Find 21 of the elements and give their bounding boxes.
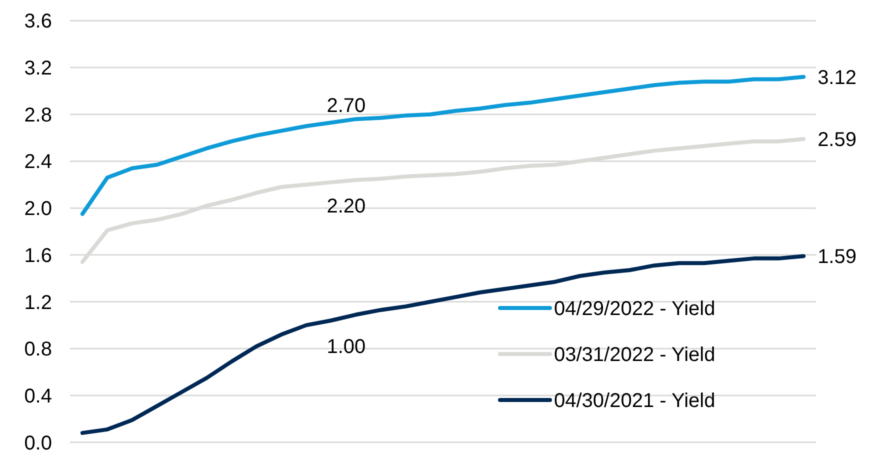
y-tick-label: 0.0: [24, 432, 52, 454]
y-tick-label: 0.8: [24, 338, 52, 361]
y-tick-label: 2.4: [24, 151, 52, 174]
y-tick-label: 1.6: [24, 244, 52, 267]
data-label: 3.12: [818, 66, 857, 89]
y-tick-label: 0.4: [24, 385, 52, 408]
legend-label: 03/31/2022 - Yield: [554, 344, 716, 366]
data-label: 1.59: [818, 246, 857, 268]
data-label: 2.70: [326, 95, 366, 118]
y-tick-label: 2.0: [24, 198, 52, 220]
y-tick-label: 3.6: [24, 10, 52, 33]
data-label: 2.59: [818, 128, 857, 151]
line-series: [80, 74, 806, 216]
legend-label: 04/30/2021 - Yield: [554, 390, 716, 412]
y-tick-label: 1.2: [24, 292, 52, 314]
y-tick-label: 3.2: [24, 58, 52, 80]
legend-label: 04/29/2022 - Yield: [554, 298, 716, 320]
y-tick-label: 2.8: [24, 104, 52, 126]
line-series: [80, 254, 806, 435]
data-label: 1.00: [326, 336, 366, 358]
data-label: 2.20: [326, 196, 366, 218]
